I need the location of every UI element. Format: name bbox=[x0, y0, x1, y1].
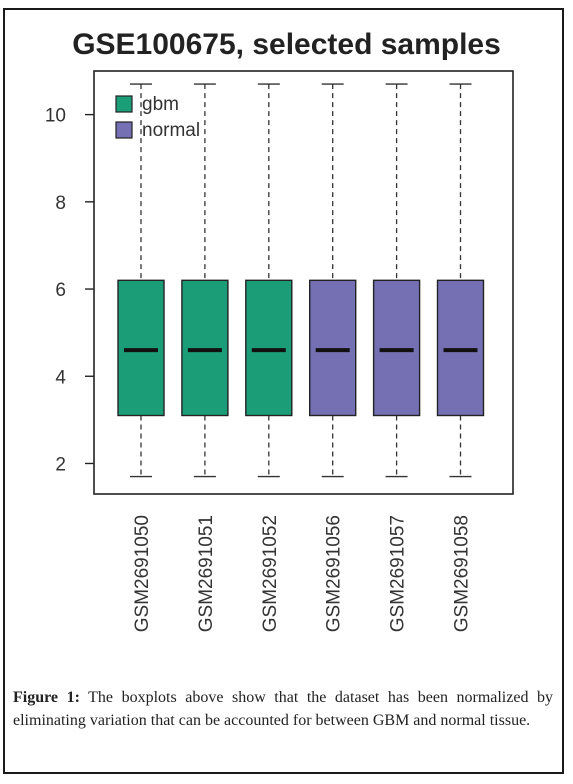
box-GSM2691050 bbox=[117, 83, 165, 478]
iqr-box bbox=[372, 279, 421, 417]
box-GSM2691052 bbox=[245, 83, 293, 478]
caption-label: Figure 1: bbox=[13, 689, 80, 706]
iqr-box bbox=[309, 279, 357, 417]
y-tick-label: 6 bbox=[55, 280, 66, 301]
y-tick-label: 2 bbox=[55, 454, 66, 475]
box-GSM2691058 bbox=[436, 83, 485, 478]
plot-area bbox=[93, 70, 514, 495]
legend-swatch-normal bbox=[115, 121, 133, 139]
chart-title: GSE100675, selected samples bbox=[72, 28, 501, 61]
x-tick-label: GSM2691050 bbox=[132, 515, 153, 632]
legend-label-normal: normal bbox=[142, 120, 200, 141]
box-series bbox=[117, 83, 485, 478]
iqr-box bbox=[436, 279, 485, 417]
iqr-box bbox=[245, 279, 293, 417]
x-tick-label: GSM2691057 bbox=[388, 515, 409, 632]
y-tick-label: 8 bbox=[55, 193, 66, 214]
legend-swatch-gbm bbox=[115, 95, 133, 113]
x-tick-label: GSM2691056 bbox=[324, 515, 345, 632]
legend-label-gbm: gbm bbox=[142, 94, 179, 115]
box-GSM2691057 bbox=[372, 83, 421, 478]
x-tick-label: GSM2691058 bbox=[452, 515, 473, 632]
y-tick-label: 10 bbox=[45, 106, 66, 127]
iqr-box bbox=[117, 279, 165, 417]
figure-caption: Figure 1: The boxplots above show that t… bbox=[13, 686, 553, 732]
x-tick-label: GSM2691052 bbox=[260, 515, 281, 632]
iqr-box bbox=[181, 279, 229, 417]
box-GSM2691056 bbox=[309, 83, 357, 478]
legend: gbm normal bbox=[115, 94, 200, 141]
y-tick-label: 4 bbox=[55, 367, 66, 388]
box-GSM2691051 bbox=[181, 83, 229, 478]
x-tick-label: GSM2691051 bbox=[196, 515, 217, 632]
caption-text: The boxplots above show that the dataset… bbox=[13, 689, 553, 729]
x-axis-labels: GSM2691050 GSM2691051 GSM2691052 GSM2691056… bbox=[132, 515, 473, 632]
y-axis: 2 4 6 8 10 bbox=[45, 106, 94, 475]
